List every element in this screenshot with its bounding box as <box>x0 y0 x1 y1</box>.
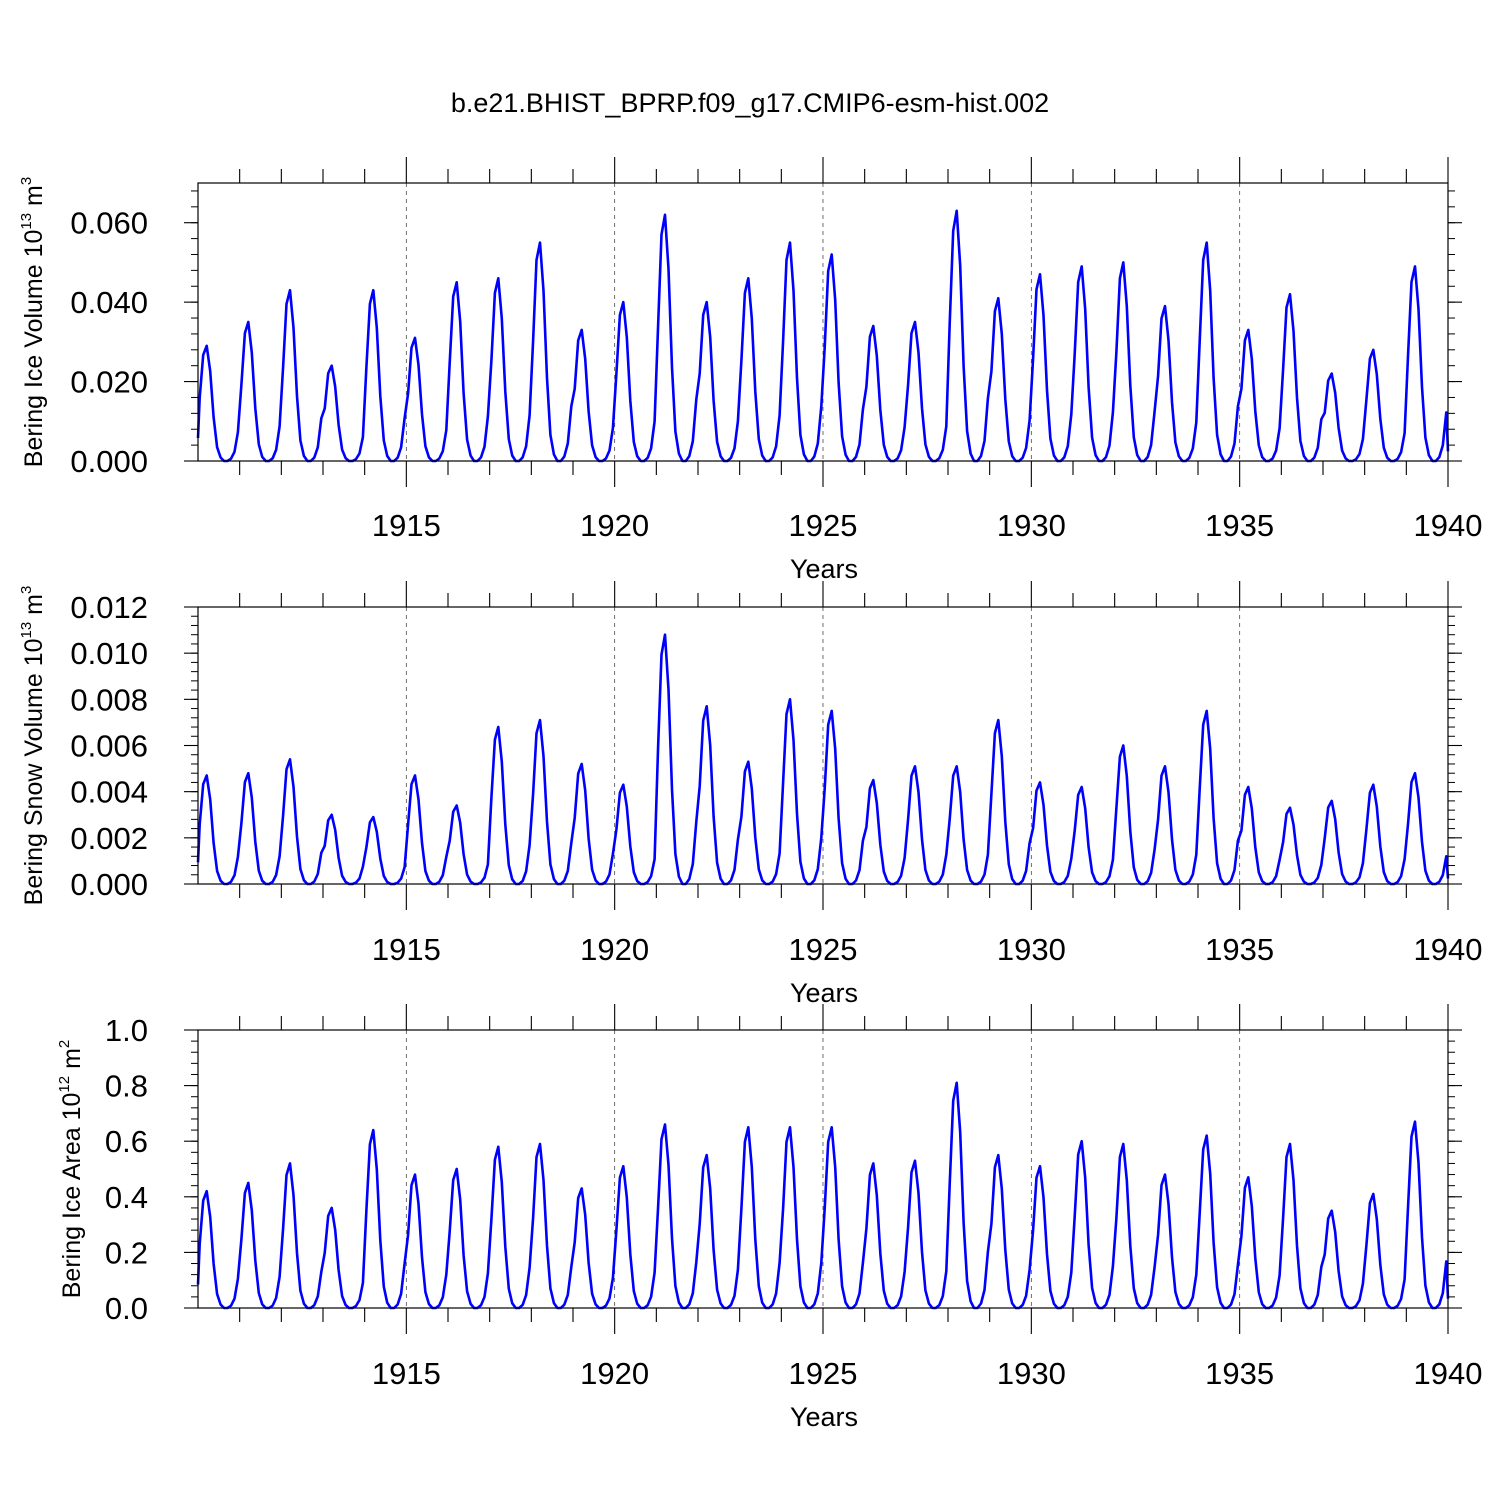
y-tick-label: 0.020 <box>70 365 148 400</box>
x-axis-label: Years <box>790 978 858 1008</box>
x-tick-label: 1940 <box>1414 932 1483 967</box>
panel-snow-volume: 1915 1920 1925 1930 1935 1940 0.000 0.002 0.004 0… <box>18 581 1482 1008</box>
x-tick-label: 1915 <box>372 1356 441 1391</box>
y-tick-label: 0.8 <box>105 1069 148 1104</box>
x-tick-label: 1940 <box>1414 508 1483 543</box>
x-tick-label: 1930 <box>997 508 1066 543</box>
y-tick-label: 0.006 <box>70 729 148 764</box>
x-tick-label: 1925 <box>789 508 858 543</box>
x-tick-label: 1940 <box>1414 1356 1483 1391</box>
x-tick-label: 1925 <box>789 1356 858 1391</box>
y-tick-label: 0.060 <box>70 206 148 241</box>
y-tick-label: 0.6 <box>105 1124 148 1159</box>
y-tick-label: 0.000 <box>70 867 148 902</box>
x-tick-label: 1925 <box>789 932 858 967</box>
y-tick-label: 0.4 <box>105 1180 148 1215</box>
panel-ice-area: 1915 1920 1925 1930 1935 1940 0.0 0.2 0.4 0.6 0.8 1… <box>56 1004 1482 1432</box>
x-tick-label: 1935 <box>1205 932 1274 967</box>
x-tick-label: 1930 <box>997 1356 1066 1391</box>
y-tick-label: 0.010 <box>70 636 148 671</box>
x-tick-label: 1930 <box>997 932 1066 967</box>
y-tick-label: 0.0 <box>105 1291 148 1326</box>
y-tick-label: 0.000 <box>70 444 148 479</box>
data-line-snow-volume <box>196 633 1450 886</box>
x-tick-label: 1920 <box>580 508 649 543</box>
data-line-ice-volume <box>196 209 1450 463</box>
y-tick-label: 0.012 <box>70 590 148 625</box>
data-line-ice-area <box>196 1081 1450 1310</box>
y-tick-label: 0.040 <box>70 285 148 320</box>
y-axis-label: Bering Ice Volume 1013 m3 <box>18 177 48 467</box>
x-tick-label: 1915 <box>372 508 441 543</box>
page-title: b.e21.BHIST_BPRP.f09_g17.CMIP6-esm-hist.… <box>450 88 1050 118</box>
y-tick-label: 0.008 <box>70 682 148 717</box>
x-tick-label: 1920 <box>580 932 649 967</box>
x-tick-label: 1935 <box>1205 1356 1274 1391</box>
y-tick-label: 0.004 <box>70 775 148 810</box>
x-tick-label: 1920 <box>580 1356 649 1391</box>
y-axis-label: Bering Snow Volume 1013 m3 <box>18 586 48 906</box>
x-axis-label: Years <box>790 554 858 584</box>
panel-ice-volume: 1915 1920 1925 1930 1935 1940 0.000 0.020 0.040 0… <box>18 157 1482 584</box>
x-tick-label: 1915 <box>372 932 441 967</box>
y-tick-label: 0.2 <box>105 1235 148 1270</box>
y-tick-label: 0.002 <box>70 821 148 856</box>
x-tick-label: 1935 <box>1205 508 1274 543</box>
y-axis-label: Bering Ice Area 1012 m2 <box>56 1040 86 1299</box>
y-tick-label: 1.0 <box>105 1013 148 1048</box>
x-axis-label: Years <box>790 1402 858 1432</box>
